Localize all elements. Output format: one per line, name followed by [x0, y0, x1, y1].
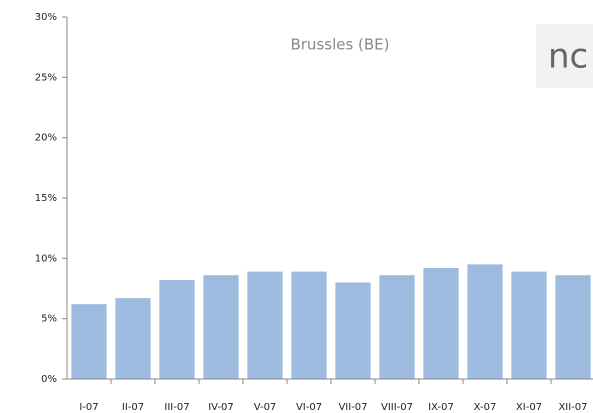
y-tick-label: 15%	[35, 193, 57, 204]
y-tick-label: 25%	[35, 72, 57, 83]
y-tick-label: 20%	[35, 133, 57, 144]
y-tick-label: 0%	[41, 374, 57, 385]
bar	[467, 264, 503, 379]
x-tick-label: VIII-07	[381, 402, 413, 413]
bar	[291, 271, 327, 379]
x-tick-label: VII-07	[338, 402, 367, 413]
x-tick-label: XII-07	[558, 402, 587, 413]
annotation-box	[536, 24, 593, 88]
x-tick-label: VI-07	[296, 402, 322, 413]
x-tick-label: IX-07	[428, 402, 454, 413]
x-tick-label: III-07	[164, 402, 189, 413]
bar	[511, 271, 547, 379]
bar	[159, 280, 195, 379]
bar	[115, 298, 151, 379]
bar	[379, 275, 415, 379]
y-tick-label: 5%	[41, 314, 57, 325]
bar	[203, 275, 239, 379]
x-tick-label: X-07	[474, 402, 497, 413]
bar	[555, 275, 591, 379]
bar	[423, 267, 459, 379]
x-tick-label: I-07	[79, 402, 98, 413]
chart-title: Brussles (BE)	[290, 36, 389, 54]
y-tick-label: 30%	[35, 12, 57, 23]
bar	[247, 271, 283, 379]
annotation: nc	[548, 37, 588, 77]
x-tick-label: XI-07	[516, 402, 542, 413]
bar	[335, 282, 371, 379]
x-tick-label: II-07	[122, 402, 144, 413]
x-tick-label: IV-07	[208, 402, 234, 413]
y-tick-label: 10%	[35, 253, 57, 264]
x-tick-label: V-07	[254, 402, 277, 413]
bar	[71, 304, 107, 379]
